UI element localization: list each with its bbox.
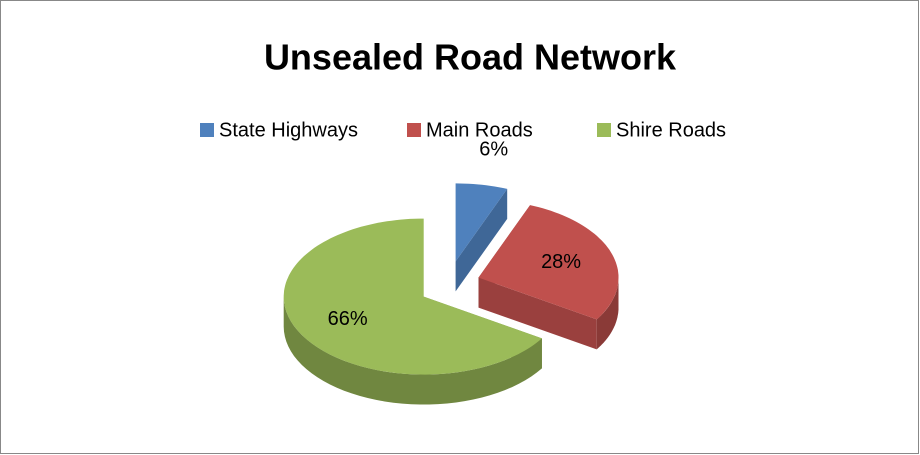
legend-item: Shire Roads [597,119,726,141]
slice-top [455,183,508,262]
slice-wall [478,277,597,350]
slice-wall [455,188,508,292]
legend-label: Main Roads [426,119,533,141]
slice [478,205,619,350]
slice-side [283,296,542,405]
legend-label: State Highways [219,119,358,141]
legend-label: Shire Roads [616,119,726,141]
legend-item: State Highways [200,119,358,141]
legend-swatch [200,123,214,137]
chart-title: Unsealed Road Network [264,37,677,78]
data-label: 6% [479,139,508,161]
data-label: 66% [328,308,368,330]
legend-item: Main Roads [407,119,533,141]
data-label: 28% [541,251,581,273]
slice-side [596,277,619,350]
slice [455,183,508,292]
legend-swatch [597,123,611,137]
slice-top [478,205,619,320]
legend-swatch [407,123,421,137]
slice [283,218,542,405]
slice-top [283,218,542,375]
